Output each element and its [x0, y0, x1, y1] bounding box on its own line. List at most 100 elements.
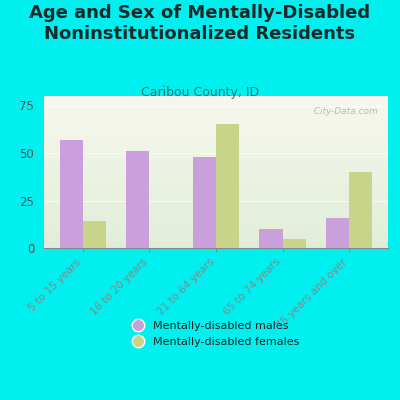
Bar	[44, 244, 388, 245]
Bar	[44, 233, 388, 234]
Bar	[44, 175, 388, 176]
Bar	[44, 184, 388, 186]
Bar	[44, 126, 388, 128]
Bar	[44, 158, 388, 160]
Bar	[44, 137, 388, 138]
Bar	[44, 164, 388, 166]
Bar	[44, 189, 388, 190]
Bar	[44, 213, 388, 214]
Bar	[44, 204, 388, 206]
Bar	[349, 172, 372, 248]
Bar	[44, 99, 388, 100]
Bar	[44, 227, 388, 228]
Bar	[44, 228, 388, 230]
Text: Caribou County, ID: Caribou County, ID	[141, 86, 259, 99]
Bar	[44, 142, 388, 143]
Bar	[44, 130, 388, 131]
Text: City-Data.com: City-Data.com	[308, 107, 378, 116]
Bar	[44, 219, 388, 221]
Bar	[60, 140, 83, 248]
Bar	[44, 206, 388, 207]
Bar	[44, 246, 388, 248]
Bar	[44, 237, 388, 239]
Bar	[44, 239, 388, 240]
Bar	[44, 170, 388, 172]
Bar	[44, 231, 388, 233]
Bar	[44, 128, 388, 130]
Bar	[44, 195, 388, 196]
Bar	[44, 181, 388, 183]
Bar	[216, 124, 239, 248]
Bar	[44, 119, 388, 120]
Bar	[44, 198, 388, 199]
Bar	[44, 201, 388, 202]
Bar	[44, 176, 388, 178]
Bar	[44, 218, 388, 219]
Bar	[44, 136, 388, 137]
Bar	[44, 123, 388, 125]
Bar	[44, 236, 388, 237]
Bar	[44, 183, 388, 184]
Bar	[44, 242, 388, 244]
Bar	[44, 105, 388, 107]
Bar	[44, 131, 388, 132]
Bar	[44, 222, 388, 224]
Text: Age and Sex of Mentally-Disabled
Noninstitutionalized Residents: Age and Sex of Mentally-Disabled Noninst…	[30, 4, 370, 43]
Bar	[44, 148, 388, 149]
Bar	[44, 208, 388, 210]
Bar	[44, 114, 388, 116]
Bar	[44, 174, 388, 175]
Bar	[44, 186, 388, 187]
Bar	[44, 221, 388, 222]
Bar	[44, 168, 388, 169]
Bar	[44, 224, 388, 225]
Bar	[44, 145, 388, 146]
Bar	[44, 146, 388, 148]
Bar	[326, 218, 349, 248]
Bar	[44, 225, 388, 227]
Bar	[44, 104, 388, 105]
Bar	[44, 199, 388, 201]
Bar	[44, 161, 388, 163]
Bar	[44, 108, 388, 110]
Bar	[44, 100, 388, 102]
Bar	[44, 132, 388, 134]
Bar	[44, 122, 388, 123]
Bar	[44, 120, 388, 122]
Bar	[282, 238, 306, 248]
Bar	[44, 166, 388, 168]
Bar	[44, 107, 388, 108]
Bar	[44, 216, 388, 218]
Bar	[44, 102, 388, 104]
Bar	[44, 160, 388, 161]
Bar	[44, 116, 388, 117]
Bar	[44, 134, 388, 136]
Bar	[193, 157, 216, 248]
Bar	[259, 229, 282, 248]
Legend: Mentally-disabled males, Mentally-disabled females: Mentally-disabled males, Mentally-disabl…	[128, 316, 304, 352]
Bar	[44, 143, 388, 145]
Bar	[44, 111, 388, 113]
Bar	[44, 117, 388, 119]
Bar	[44, 214, 388, 216]
Bar	[83, 222, 106, 248]
Bar	[44, 193, 388, 195]
Bar	[44, 172, 388, 174]
Bar	[44, 125, 388, 126]
Bar	[44, 207, 388, 208]
Bar	[44, 154, 388, 155]
Bar	[44, 178, 388, 180]
Bar	[44, 113, 388, 114]
Bar	[44, 212, 388, 213]
Bar	[44, 152, 388, 154]
Bar	[44, 138, 388, 140]
Bar	[44, 110, 388, 111]
Bar	[44, 190, 388, 192]
Bar	[44, 149, 388, 151]
Bar	[44, 210, 388, 212]
Bar	[44, 192, 388, 193]
Bar	[44, 240, 388, 242]
Bar	[44, 163, 388, 164]
Bar	[44, 234, 388, 236]
Bar	[44, 202, 388, 204]
